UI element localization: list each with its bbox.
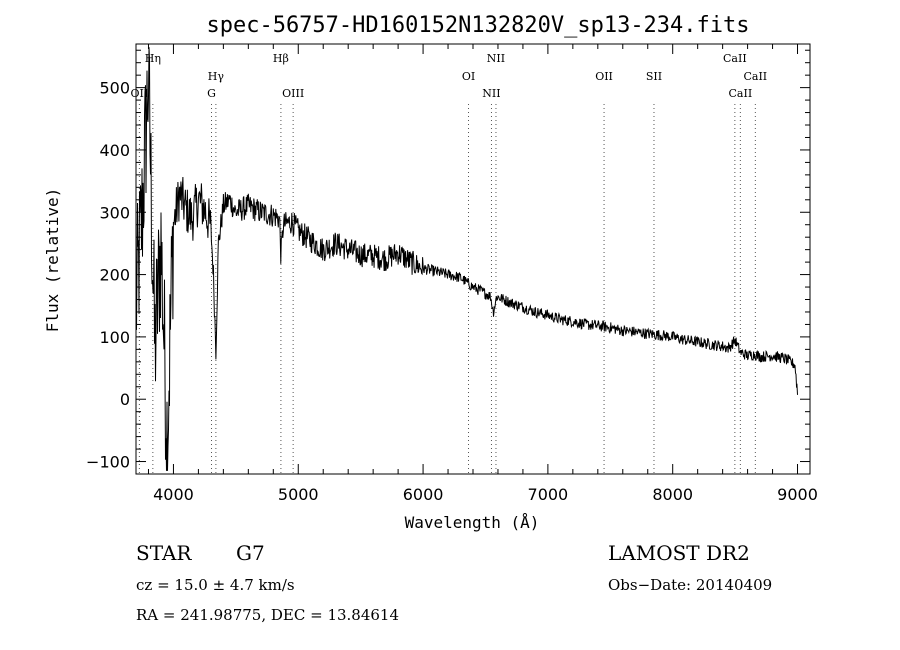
y-tick-label: 0 xyxy=(120,390,130,409)
line-marker-label: G xyxy=(207,87,216,100)
spectral-line-markers: Hη OII Hγ G Hβ OIII OI NII NII OII SII CaII CaII CaII xyxy=(131,52,767,474)
line-marker-label: OII xyxy=(131,87,149,100)
line-marker-label: NII xyxy=(487,52,505,65)
coordinates: RA = 241.98775, DEC = 13.84614 xyxy=(136,606,399,624)
y-tick-label: −100 xyxy=(86,453,130,472)
plot-frame xyxy=(135,43,811,475)
x-tick-label: 8000 xyxy=(652,485,693,504)
x-tick-label: 6000 xyxy=(403,485,444,504)
redshift-value: cz = 15.0 ± 4.7 km/s xyxy=(136,576,295,594)
object-subclass: G7 xyxy=(236,541,265,565)
y-tick-label: 100 xyxy=(99,328,130,347)
line-marker-label: SII xyxy=(646,70,662,83)
line-marker-label: OI xyxy=(462,70,475,83)
line-marker-label: OII xyxy=(595,70,613,83)
line-marker-label: Hη xyxy=(145,52,161,65)
y-axis-label: Flux (relative) xyxy=(43,188,62,333)
x-tick-label: 5000 xyxy=(278,485,319,504)
x-tick-label: 4000 xyxy=(153,485,194,504)
x-axis-label: Wavelength (Å) xyxy=(405,513,540,532)
line-marker-label: Hβ xyxy=(273,52,289,65)
y-tick-label: 500 xyxy=(99,79,130,98)
x-axis: 4000 5000 6000 7000 8000 9000 xyxy=(147,44,818,504)
survey-name: LAMOST DR2 xyxy=(608,541,750,565)
line-marker-label: NII xyxy=(482,87,500,100)
y-tick-label: 300 xyxy=(99,203,130,222)
object-type: STAR xyxy=(136,541,192,565)
line-marker-label: CaII xyxy=(729,87,753,100)
line-marker-label: Hγ xyxy=(208,70,225,83)
y-axis: −100 0 100 200 300 400 500 xyxy=(86,49,810,472)
y-tick-label: 400 xyxy=(99,141,130,160)
line-marker-label: CaII xyxy=(743,70,767,83)
spectrum-line xyxy=(135,47,798,471)
obs-date: Obs−Date: 20140409 xyxy=(608,576,772,594)
y-tick-label: 200 xyxy=(99,266,130,285)
line-marker-label: CaII xyxy=(723,52,747,65)
chart-title: spec-56757-HD160152N132820V_sp13-234.fit… xyxy=(206,13,749,38)
x-tick-label: 9000 xyxy=(777,485,818,504)
x-tick-label: 7000 xyxy=(528,485,569,504)
line-marker-label: OIII xyxy=(282,87,304,100)
